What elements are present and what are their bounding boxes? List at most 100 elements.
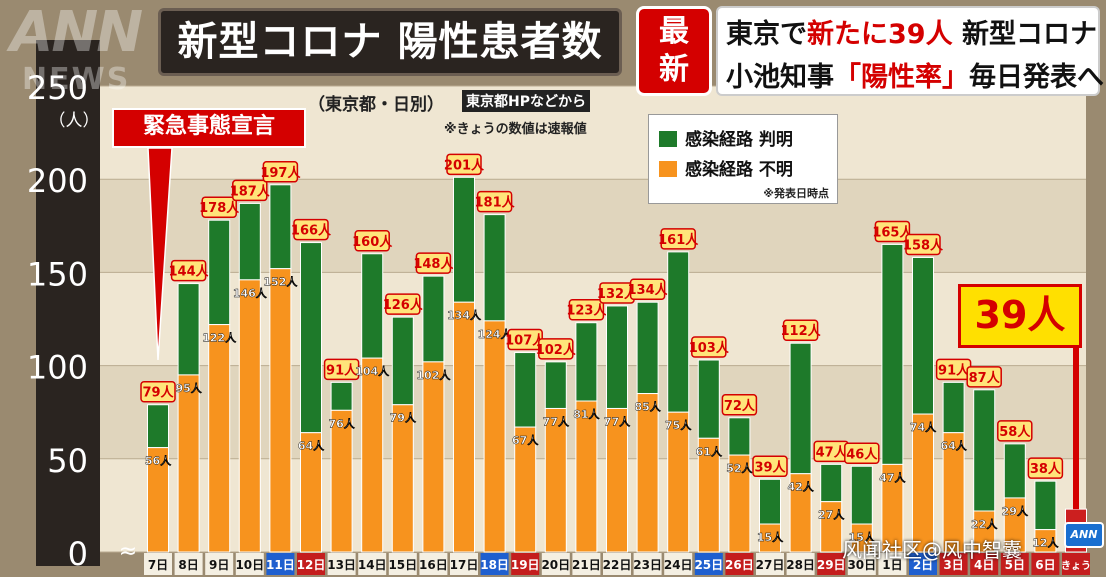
x-tick-label: 8日 xyxy=(178,558,198,572)
x-tick-box xyxy=(633,553,662,575)
total-label: 144人 xyxy=(169,264,210,280)
bar-known xyxy=(269,184,292,270)
unknown-label: 74人 xyxy=(910,420,937,434)
bar-known xyxy=(667,251,690,413)
total-label: 148人 xyxy=(413,256,454,272)
unknown-label: 104人 xyxy=(355,364,390,378)
unknown-label: 77人 xyxy=(543,414,570,428)
total-label: 91人 xyxy=(326,362,358,378)
total-label-tag xyxy=(997,420,1033,442)
x-tick-box xyxy=(847,553,876,575)
total-label: 112人 xyxy=(781,323,822,339)
x-tick-box xyxy=(297,553,325,575)
headline-suffix: 新型コロナ xyxy=(961,19,1097,50)
x-tick-label: 1日 xyxy=(882,558,902,572)
x-tick-box xyxy=(756,553,784,575)
x-tick-box xyxy=(970,553,999,575)
bar-known xyxy=(1003,443,1026,499)
axis-break-mark: ≈ xyxy=(119,539,137,564)
total-label-tag xyxy=(844,442,880,465)
x-tick-box xyxy=(1031,553,1060,575)
bar-known xyxy=(881,243,904,465)
bar-known xyxy=(300,242,322,434)
bar-known xyxy=(697,359,720,439)
bar-unknown xyxy=(912,413,934,553)
bar-unknown xyxy=(820,501,843,553)
x-tick-box xyxy=(541,553,570,575)
bar-known xyxy=(789,342,812,475)
x-tick-label: 6日 xyxy=(1035,558,1055,572)
bar-unknown xyxy=(942,432,965,553)
total-label: 158人 xyxy=(903,237,944,253)
total-label-tag xyxy=(170,259,207,282)
total-label: 87人 xyxy=(969,370,1001,386)
total-label-tag xyxy=(385,293,421,315)
unknown-label: 15人 xyxy=(757,530,784,544)
x-tick-label: 28日 xyxy=(786,558,815,572)
bar-unknown xyxy=(177,374,200,553)
unknown-label: 15人 xyxy=(849,530,876,544)
x-tick-box xyxy=(266,553,295,575)
bar-known xyxy=(330,381,353,411)
watermark: 风闻社区@风中智囊 xyxy=(842,538,1022,562)
total-label-tag xyxy=(354,230,390,252)
unknown-label: 152人 xyxy=(263,275,298,289)
total-label: 187人 xyxy=(230,183,271,199)
total-label: 178人 xyxy=(199,200,240,216)
bar-unknown xyxy=(1034,529,1057,553)
total-label: 39人 xyxy=(754,459,786,475)
unknown-label: 22人 xyxy=(971,517,998,531)
preliminary-note: ※きょうの数値は速報値 xyxy=(444,122,587,137)
unknown-label: 29人 xyxy=(1002,504,1029,518)
total-label-tag xyxy=(446,153,482,176)
unknown-label: 81人 xyxy=(573,407,600,421)
x-tick-box xyxy=(388,553,417,575)
x-tick-label: 9日 xyxy=(209,558,229,572)
x-tick-label: 12日 xyxy=(297,558,326,572)
x-tick-label: 25日 xyxy=(694,558,723,572)
total-label: 160人 xyxy=(352,234,393,250)
bar-known xyxy=(391,316,414,406)
total-label: 165人 xyxy=(872,224,913,240)
bar-known xyxy=(147,404,169,449)
x-tick-label: 18日 xyxy=(480,558,509,572)
unknown-label: 122人 xyxy=(202,331,237,345)
x-tick-label: 3日 xyxy=(943,558,963,572)
bar-known xyxy=(973,389,996,512)
unknown-label: 56人 xyxy=(145,454,172,468)
total-label: 132人 xyxy=(597,286,638,302)
x-tick-box xyxy=(1062,553,1090,575)
bar-known xyxy=(422,275,445,363)
unknown-label: 85人 xyxy=(634,400,661,414)
total-label: 181人 xyxy=(475,195,516,211)
x-tick-label: 16日 xyxy=(419,558,448,572)
bar-known xyxy=(544,361,567,409)
x-tick-box xyxy=(786,553,815,575)
unknown-label: 95人 xyxy=(175,381,202,395)
x-tick-label: 29日 xyxy=(817,558,846,572)
total-label: 58人 xyxy=(999,424,1031,440)
legend-unknown-label: 感染経路 不明 xyxy=(685,160,793,180)
total-label: 123人 xyxy=(566,303,607,319)
legend-item-unknown: 感染経路 不明 xyxy=(659,155,793,180)
x-tick-box xyxy=(511,553,540,575)
bar-unknown xyxy=(361,357,384,553)
ann-corner-logo: ANN xyxy=(1064,522,1104,548)
bar-unknown xyxy=(728,454,751,553)
ann-logo: ANN xyxy=(10,0,143,65)
headline2-suffix: 毎日発表へ xyxy=(969,62,1104,93)
x-tick-box xyxy=(939,553,968,575)
unknown-label: 64人 xyxy=(298,439,325,453)
total-label-tag xyxy=(629,278,666,300)
total-label-tag xyxy=(660,228,696,250)
unknown-label: 124人 xyxy=(478,327,513,341)
total-label: 197人 xyxy=(260,165,301,181)
emergency-declaration-label: 緊急事態宣言 xyxy=(112,108,306,148)
y-tick-label: 150 xyxy=(27,255,88,293)
x-tick-label: 17日 xyxy=(450,558,479,572)
total-label-tag xyxy=(262,161,299,183)
data-source: 東京都HPなどから xyxy=(462,90,590,112)
total-label-tag xyxy=(140,380,176,403)
bar-unknown xyxy=(453,301,475,553)
